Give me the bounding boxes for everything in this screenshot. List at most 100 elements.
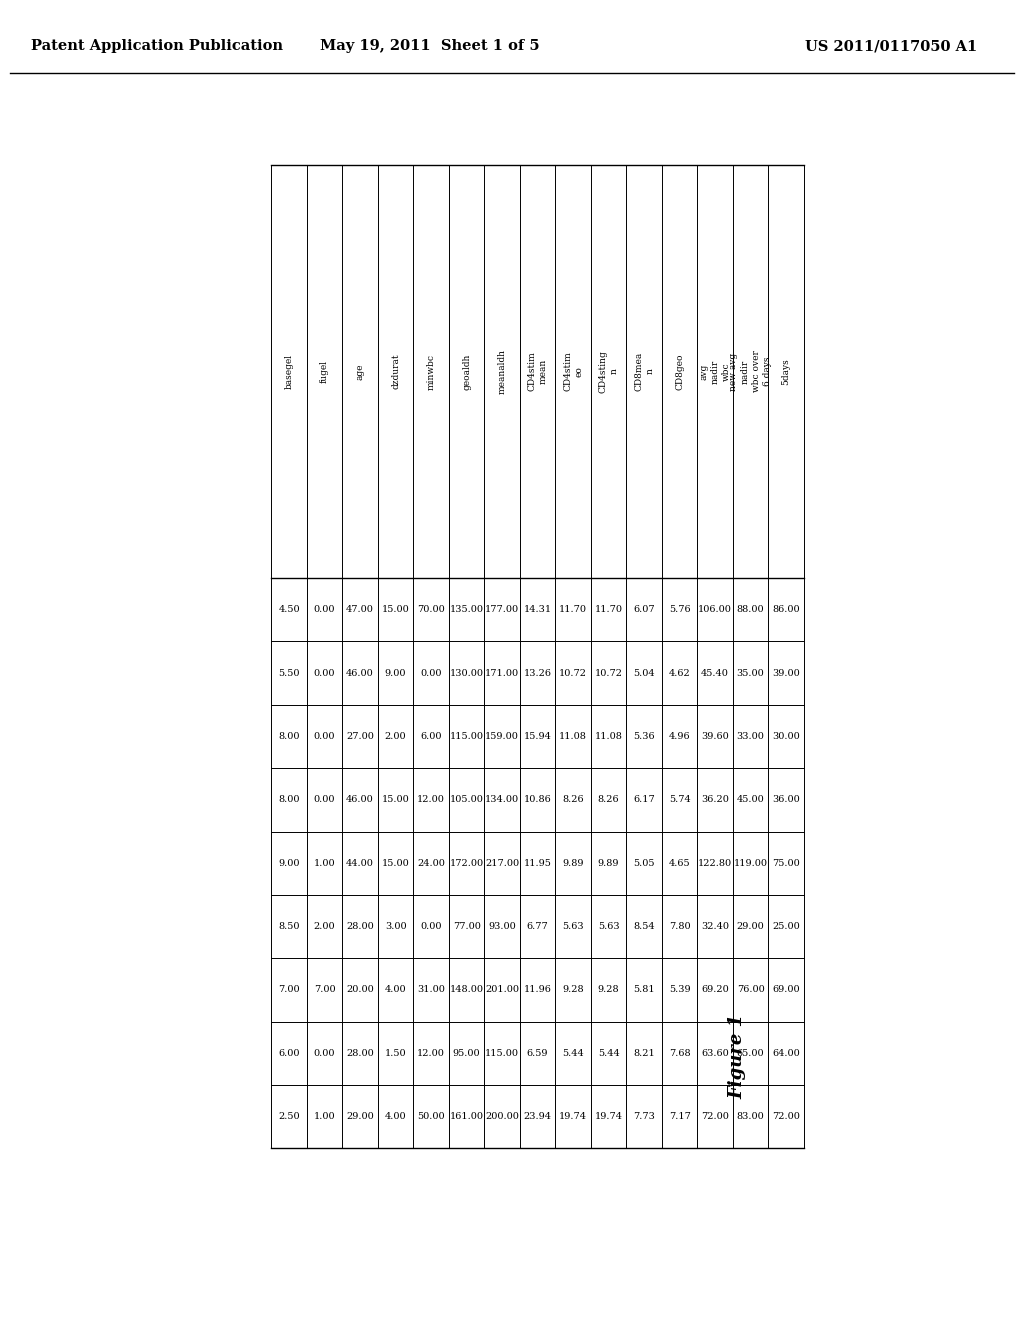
Text: 12.00: 12.00	[417, 796, 445, 804]
Text: 6.77: 6.77	[526, 923, 549, 931]
Text: 10.72: 10.72	[559, 669, 587, 677]
Text: 161.00: 161.00	[450, 1113, 483, 1121]
Text: 7.00: 7.00	[279, 986, 300, 994]
Text: 12.00: 12.00	[417, 1049, 445, 1057]
Text: 50.00: 50.00	[418, 1113, 444, 1121]
Text: 200.00: 200.00	[485, 1113, 519, 1121]
Text: 135.00: 135.00	[450, 605, 483, 614]
Text: 106.00: 106.00	[698, 605, 732, 614]
Text: 70.00: 70.00	[417, 605, 445, 614]
Text: 13.26: 13.26	[523, 669, 552, 677]
Text: 88.00: 88.00	[737, 605, 764, 614]
Text: Figure 1: Figure 1	[728, 1014, 746, 1098]
Text: 69.00: 69.00	[772, 986, 800, 994]
Text: 5.44: 5.44	[598, 1049, 620, 1057]
Text: 0.00: 0.00	[314, 605, 335, 614]
Text: 5days: 5days	[781, 358, 791, 385]
Text: 11.08: 11.08	[559, 733, 587, 741]
Text: 24.00: 24.00	[417, 859, 445, 867]
Text: 11.08: 11.08	[595, 733, 623, 741]
Text: 5.63: 5.63	[562, 923, 584, 931]
Text: 8.00: 8.00	[279, 733, 300, 741]
Text: 29.00: 29.00	[346, 1113, 374, 1121]
Text: 9.89: 9.89	[562, 859, 584, 867]
Text: 15.00: 15.00	[382, 605, 410, 614]
Text: 95.00: 95.00	[453, 1049, 480, 1057]
Text: 7.00: 7.00	[313, 986, 336, 994]
Text: 46.00: 46.00	[346, 796, 374, 804]
Text: new avg
nadir
wbc over
6 days: new avg nadir wbc over 6 days	[729, 351, 772, 392]
Text: 6.00: 6.00	[421, 733, 441, 741]
Text: 7.68: 7.68	[669, 1049, 690, 1057]
Text: 10.86: 10.86	[523, 796, 552, 804]
Text: 75.00: 75.00	[772, 859, 800, 867]
Text: 172.00: 172.00	[450, 859, 483, 867]
Text: 20.00: 20.00	[346, 986, 374, 994]
Text: 6.17: 6.17	[633, 796, 655, 804]
Text: 15.00: 15.00	[382, 796, 410, 804]
Text: 15.94: 15.94	[523, 733, 552, 741]
Text: 2.50: 2.50	[279, 1113, 300, 1121]
Text: 39.00: 39.00	[772, 669, 800, 677]
Text: fugel: fugel	[321, 360, 329, 383]
Text: 5.50: 5.50	[279, 669, 300, 677]
Text: 11.95: 11.95	[523, 859, 552, 867]
Text: 19.74: 19.74	[595, 1113, 623, 1121]
Text: 4.65: 4.65	[669, 859, 690, 867]
Text: 9.28: 9.28	[598, 986, 620, 994]
Text: 35.00: 35.00	[736, 669, 765, 677]
Text: 3.00: 3.00	[385, 923, 407, 931]
Text: 11.70: 11.70	[595, 605, 623, 614]
Text: 83.00: 83.00	[736, 1113, 765, 1121]
Text: 0.00: 0.00	[314, 733, 335, 741]
Text: 119.00: 119.00	[733, 859, 768, 867]
Text: 28.00: 28.00	[346, 1049, 374, 1057]
Text: 5.63: 5.63	[598, 923, 620, 931]
Text: 4.00: 4.00	[385, 986, 407, 994]
Text: 7.73: 7.73	[633, 1113, 655, 1121]
Text: 217.00: 217.00	[485, 859, 519, 867]
Text: 5.81: 5.81	[633, 986, 655, 994]
Text: 29.00: 29.00	[736, 923, 765, 931]
Text: 11.96: 11.96	[523, 986, 552, 994]
Text: 1.00: 1.00	[313, 1113, 336, 1121]
Text: 72.00: 72.00	[701, 1113, 729, 1121]
Text: 46.00: 46.00	[346, 669, 374, 677]
Text: 77.00: 77.00	[453, 923, 480, 931]
Text: 0.00: 0.00	[314, 1049, 335, 1057]
Text: 44.00: 44.00	[346, 859, 374, 867]
Text: 47.00: 47.00	[346, 605, 374, 614]
Text: 115.00: 115.00	[450, 733, 483, 741]
Text: 93.00: 93.00	[488, 923, 516, 931]
Text: 33.00: 33.00	[736, 733, 765, 741]
Text: 1.50: 1.50	[385, 1049, 407, 1057]
Text: 69.20: 69.20	[701, 986, 729, 994]
Text: 28.00: 28.00	[346, 923, 374, 931]
Text: CD4stim
mean: CD4stim mean	[527, 351, 548, 392]
Text: 9.00: 9.00	[279, 859, 300, 867]
Text: CD4stim
eo: CD4stim eo	[563, 351, 583, 392]
Text: geoaldh: geoaldh	[462, 354, 471, 389]
Text: 105.00: 105.00	[450, 796, 483, 804]
Text: age: age	[355, 363, 365, 380]
Text: 171.00: 171.00	[485, 669, 519, 677]
Text: 19.74: 19.74	[559, 1113, 587, 1121]
Text: 5.04: 5.04	[633, 669, 655, 677]
Text: 6.07: 6.07	[633, 605, 655, 614]
Text: 6.59: 6.59	[527, 1049, 548, 1057]
Text: 2.00: 2.00	[385, 733, 407, 741]
Text: 45.00: 45.00	[736, 796, 765, 804]
Text: 0.00: 0.00	[314, 669, 335, 677]
Text: 115.00: 115.00	[485, 1049, 519, 1057]
Text: 36.20: 36.20	[701, 796, 729, 804]
Text: 76.00: 76.00	[736, 986, 765, 994]
Text: 5.76: 5.76	[669, 605, 690, 614]
Text: 39.60: 39.60	[701, 733, 729, 741]
Text: 36.00: 36.00	[772, 796, 800, 804]
Text: 72.00: 72.00	[772, 1113, 800, 1121]
Text: 65.00: 65.00	[737, 1049, 764, 1057]
Text: 5.74: 5.74	[669, 796, 690, 804]
Text: 134.00: 134.00	[485, 796, 519, 804]
Text: 45.40: 45.40	[701, 669, 729, 677]
Text: 148.00: 148.00	[450, 986, 483, 994]
